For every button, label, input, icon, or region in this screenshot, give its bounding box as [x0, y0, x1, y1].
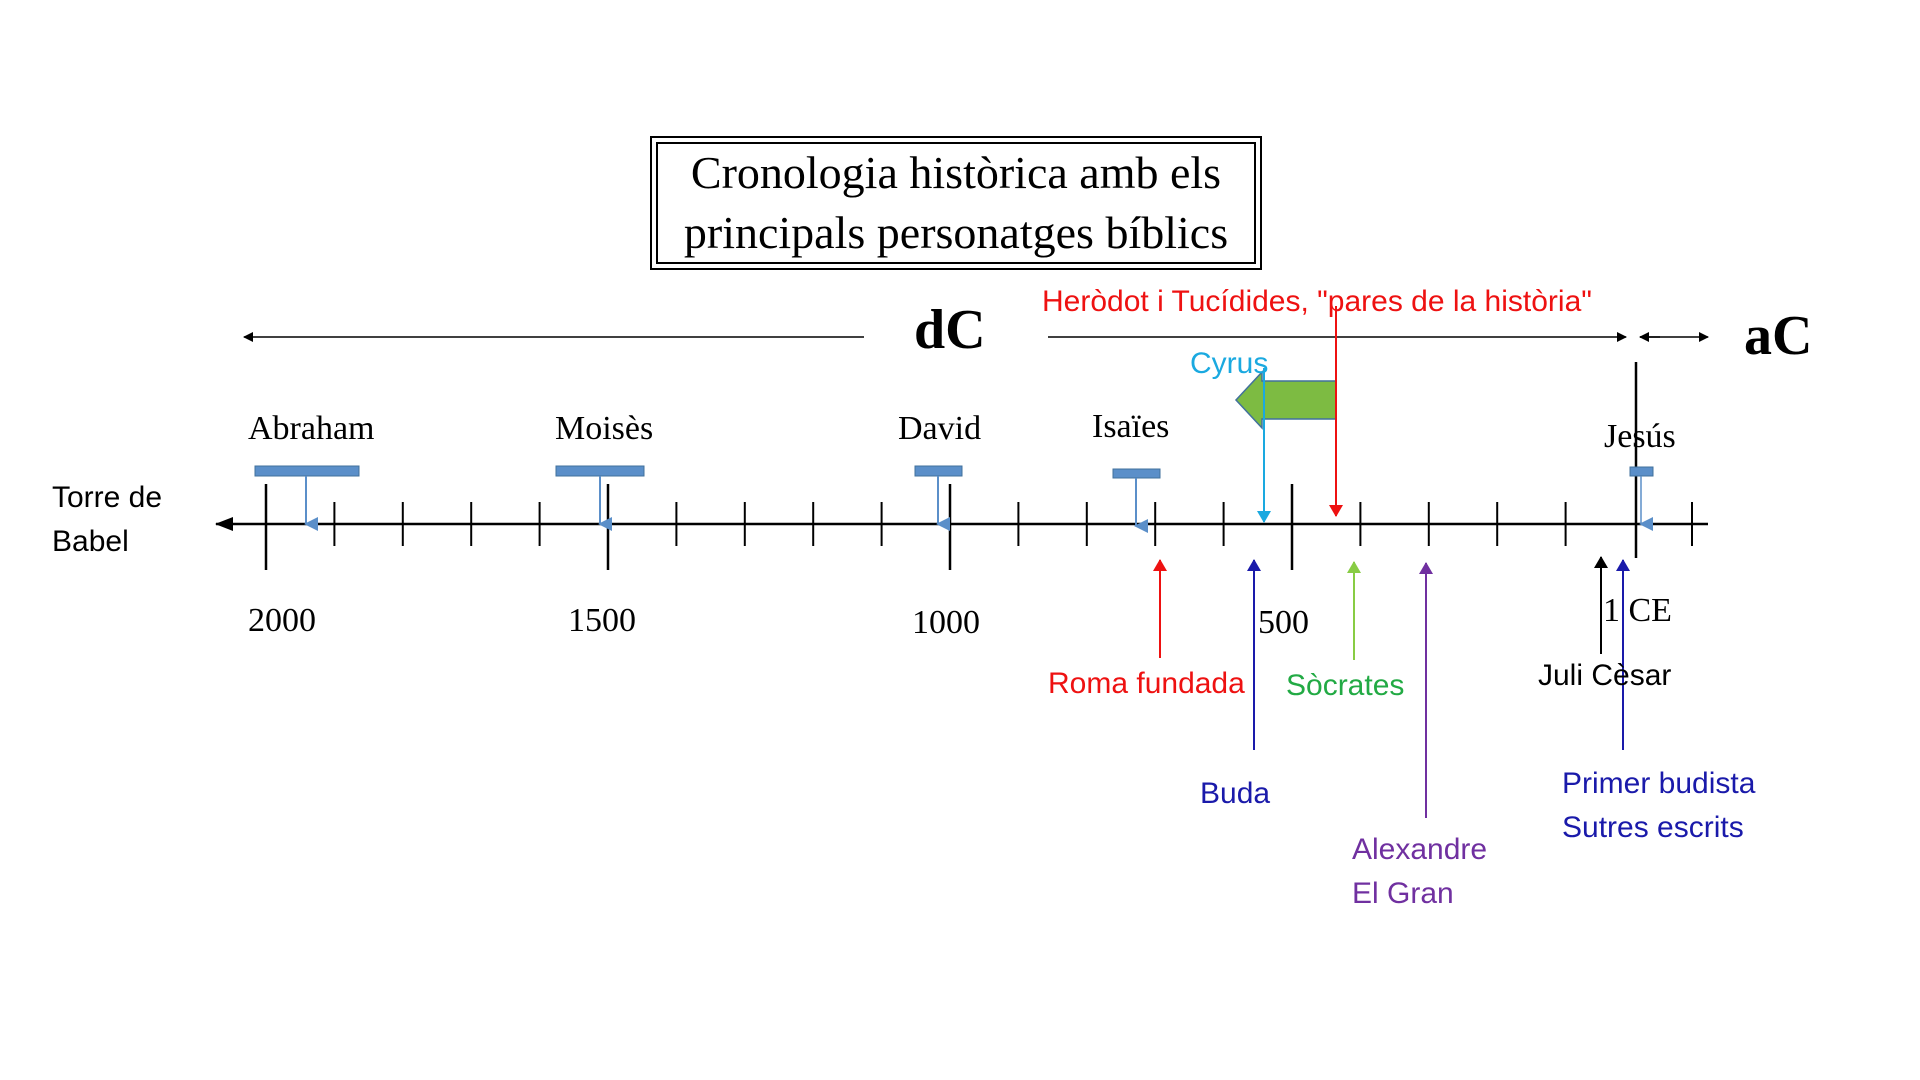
event-socrates: Sòcrates — [1286, 669, 1405, 702]
person-isaies: Isaïes — [1092, 408, 1170, 445]
event-alexandre: Alexandre El Gran — [1352, 828, 1487, 916]
event-budista: Primer budista Sutres escrits — [1562, 762, 1755, 850]
isaies-bar — [1112, 468, 1161, 479]
year-2000: 2000 — [248, 602, 316, 639]
title-line-1: Cronologia històrica amb els — [690, 147, 1222, 198]
event-alexandre-line-1: Alexandre — [1352, 833, 1488, 866]
event-budista-line-1: Primer budista — [1562, 767, 1756, 800]
title-line-2: principals personatges bíblics — [683, 207, 1229, 258]
david-bar — [914, 465, 963, 477]
title-box: Cronologia històrica amb els principals … — [650, 136, 1262, 270]
person-moises: Moisès — [555, 410, 654, 447]
era-ac-label: aC — [1744, 305, 1813, 367]
event-roma: Roma fundada — [1048, 667, 1245, 700]
event-herodot: Heròdot i Tucídides, "pares de la històr… — [1042, 285, 1592, 318]
person-david: David — [898, 410, 982, 447]
torre-babel-line-2: Babel — [52, 525, 129, 558]
year-1ce: 1 CE — [1603, 592, 1672, 629]
year-1000: 1000 — [912, 604, 980, 641]
year-500: 500 — [1258, 604, 1309, 641]
event-juli-cesar: Juli Cèsar — [1538, 659, 1672, 692]
event-cyrus: Cyrus — [1190, 347, 1269, 380]
title-inner: Cronologia històrica amb els principals … — [656, 142, 1256, 264]
person-abraham: Abraham — [248, 410, 375, 447]
event-arrows — [1153, 306, 1630, 818]
jesus-bar — [1629, 466, 1654, 477]
small-ticks — [333, 502, 1693, 546]
era-dc-label: dC — [914, 299, 986, 361]
cyrus-big-arrow-shape — [1234, 370, 1337, 430]
year-1500: 1500 — [568, 602, 636, 639]
person-bars — [254, 465, 1654, 533]
event-budista-line-2: Sutres escrits — [1562, 811, 1744, 844]
event-alexandre-line-2: El Gran — [1352, 877, 1454, 910]
moises-bar — [555, 465, 645, 477]
person-jesus: Jesús — [1604, 418, 1676, 455]
torre-babel-label: Torre de Babel — [52, 476, 162, 564]
torre-babel-line-1: Torre de — [52, 481, 163, 514]
abraham-bar — [254, 465, 360, 477]
event-buda: Buda — [1200, 777, 1271, 810]
